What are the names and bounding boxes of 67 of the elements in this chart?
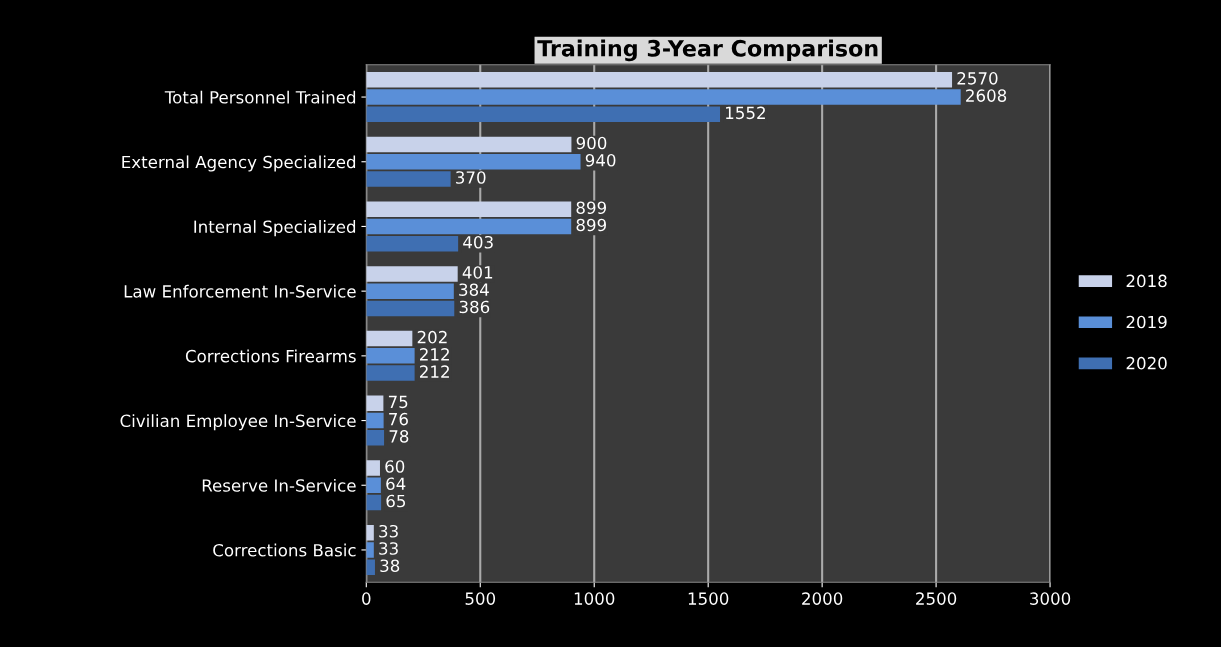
bar: [366, 72, 953, 88]
data-label: 212: [420, 365, 449, 378]
data-label: 212: [420, 348, 449, 361]
x-tick-label: 1000: [574, 592, 615, 605]
bar: [366, 235, 459, 252]
data-label: 75: [388, 395, 408, 409]
bar: [366, 430, 385, 446]
data-label: 2608: [966, 89, 1007, 102]
data-label: 76: [389, 412, 408, 426]
data-label: 1552: [726, 106, 765, 120]
bar: [366, 89, 961, 105]
data-label: 940: [585, 153, 616, 167]
x-tick-label: 0: [362, 592, 371, 605]
data-label: 60: [385, 460, 405, 473]
bar: [366, 542, 374, 558]
bar: [366, 395, 384, 412]
data-label: 386: [459, 300, 490, 314]
data-label: 2570: [957, 72, 998, 85]
bar: [366, 136, 572, 153]
bar: [366, 330, 413, 347]
bar: [366, 477, 381, 494]
bar: [366, 412, 384, 429]
bar: [366, 283, 454, 299]
x-tick-label: 500: [465, 592, 496, 605]
data-label: 78: [389, 430, 409, 443]
y-tick-label: Law Enforcement In-Service: [124, 284, 356, 298]
legend-label: 2020: [1126, 356, 1167, 370]
y-tick-label: Reserve In-Service: [202, 478, 356, 492]
bar: [366, 153, 581, 170]
y-tick-label: Corrections Firearms: [185, 349, 356, 363]
x-tick-label: 3000: [1030, 592, 1071, 605]
bar: [366, 460, 380, 476]
y-tick-label: Total Personnel Trained: [164, 90, 356, 104]
bar: [366, 171, 451, 187]
bar: [366, 348, 415, 364]
bar: [366, 559, 375, 575]
data-label: 384: [459, 283, 489, 296]
bar: [366, 300, 455, 317]
data-label: 401: [462, 266, 493, 279]
data-label: 899: [576, 201, 607, 215]
data-label: 403: [463, 235, 493, 249]
bar: [366, 218, 572, 235]
x-tick-label: 2500: [916, 592, 957, 605]
data-label: 899: [576, 218, 607, 232]
bar: [366, 494, 382, 511]
legend-label: 2018: [1126, 274, 1167, 288]
y-tick-label: Corrections Basic: [213, 543, 356, 557]
data-label: 370: [456, 171, 486, 184]
bar: [366, 106, 721, 123]
data-label: 38: [380, 559, 400, 573]
y-tick-label: Civilian Employee In-Service: [120, 414, 356, 431]
bar: [366, 524, 374, 541]
data-label: 65: [386, 494, 406, 508]
x-tick-label: 2000: [802, 592, 843, 605]
y-tick-label: Internal Specialized: [194, 220, 356, 237]
bar: [366, 266, 458, 282]
data-label: 33: [379, 542, 398, 555]
bar: [366, 201, 572, 217]
y-tick-label: External Agency Specialized: [122, 155, 356, 172]
data-label: 64: [386, 477, 406, 491]
legend-label: 2019: [1126, 315, 1167, 329]
data-label: 900: [576, 136, 607, 150]
data-label: 33: [379, 524, 398, 538]
x-tick-label: 1500: [688, 592, 729, 605]
chart-title: Training 3-Year Comparison: [537, 39, 878, 62]
data-label: 202: [417, 330, 447, 344]
bar: [366, 365, 415, 381]
